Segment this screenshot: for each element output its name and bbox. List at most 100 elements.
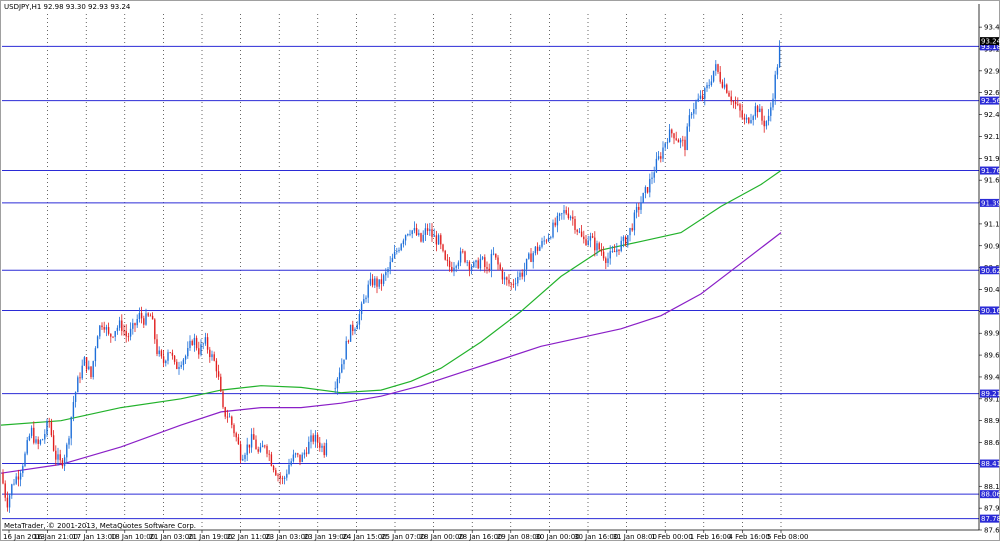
time-axis-label: 24 Jan 15:00: [342, 533, 386, 541]
candle-body: [602, 251, 605, 259]
candle-body: [347, 340, 350, 342]
candle-body: [466, 261, 468, 263]
candle-body: [367, 284, 369, 298]
candle-body: [132, 323, 134, 329]
candle-body: [598, 243, 600, 250]
candle-body: [587, 240, 589, 245]
candle-body: [506, 277, 508, 280]
candle-body: [112, 336, 114, 338]
time-axis-label: 21 Jan 03:00: [149, 533, 193, 541]
horizontal-level-badge: [980, 306, 999, 315]
candle-body: [657, 156, 660, 159]
candle-body: [261, 445, 264, 448]
horizontal-level-label: 90.16: [981, 307, 1000, 315]
candle-body: [464, 251, 466, 263]
candle-body: [55, 450, 57, 460]
candle-body: [605, 258, 607, 264]
candle-body: [30, 427, 33, 436]
candle-body: [765, 121, 768, 127]
candle-body: [484, 257, 486, 268]
candle-body: [457, 262, 460, 267]
candle-body: [103, 327, 105, 330]
candle-body: [77, 377, 79, 393]
time-axis-label: 18 Jan 10:00: [111, 533, 155, 541]
moving-average-fast-line: [1, 170, 782, 426]
candle-body: [66, 444, 68, 458]
candle-body: [209, 349, 211, 358]
candle-body: [246, 444, 248, 455]
candle-body: [264, 445, 266, 447]
candle-body: [382, 275, 385, 284]
candle-body: [440, 235, 442, 245]
candle-body: [501, 269, 504, 280]
candle-body: [565, 210, 567, 214]
time-axis-label: 28 Jan 00:00: [420, 533, 464, 541]
candle-body: [486, 267, 488, 269]
candle-body: [607, 258, 609, 264]
candle-body: [675, 138, 677, 140]
horizontal-level-label: 91.76: [981, 167, 1000, 175]
candle-body: [356, 324, 358, 330]
candle-body: [752, 116, 754, 121]
candle-body: [468, 261, 471, 270]
candle-body: [123, 330, 125, 332]
candle-body: [169, 352, 171, 354]
candle-body: [37, 439, 39, 444]
candle-body: [352, 324, 354, 332]
candle-body: [556, 215, 559, 226]
price-axis-label: 90.90: [984, 242, 1000, 250]
candle-body: [495, 253, 497, 258]
candle-body: [323, 445, 325, 456]
candle-body: [761, 108, 763, 121]
candle-body: [418, 233, 420, 235]
candle-body: [310, 435, 312, 442]
candle-body: [437, 235, 440, 245]
candle-body: [519, 272, 521, 277]
candle-body: [345, 340, 347, 360]
candle-body: [583, 236, 585, 240]
candle-body: [409, 233, 411, 235]
candle-body: [712, 70, 715, 82]
candle-body: [624, 236, 627, 246]
price-axis-label: 92.90: [984, 67, 1000, 75]
candle-body: [640, 202, 642, 210]
candle-body: [413, 228, 416, 231]
candle-body: [554, 222, 556, 226]
candle-body: [521, 272, 523, 277]
candle-body: [358, 314, 361, 325]
candle-body: [380, 279, 383, 284]
candle-body: [233, 424, 235, 434]
current-price-label: 93.24: [981, 38, 1000, 46]
candle-body: [402, 240, 405, 245]
candle-body: [407, 233, 409, 236]
candle-body: [455, 266, 457, 268]
horizontal-level-label: 89.21: [981, 390, 1000, 398]
candle-body: [699, 95, 702, 99]
candle-body: [279, 475, 281, 479]
candle-body: [609, 251, 611, 259]
candle-body: [398, 250, 400, 251]
candle-body: [290, 461, 292, 465]
candle-body: [523, 269, 526, 277]
time-axis-label: 21 Jan 19:00: [188, 533, 232, 541]
candle-body: [717, 64, 719, 72]
price-axis-label: 89.65: [984, 352, 1000, 360]
candle-body: [569, 216, 572, 219]
candle-body: [99, 325, 101, 337]
candle-body: [429, 229, 431, 231]
candle-body: [248, 444, 251, 448]
candle-body: [121, 320, 123, 331]
candle-body: [633, 212, 636, 231]
candle-body: [50, 421, 53, 436]
time-axis-label: 31 Jan 08:00: [613, 533, 657, 541]
candle-body: [748, 117, 750, 123]
time-axis-label: 22 Jan 11:00: [227, 533, 271, 541]
candle-body: [512, 284, 515, 285]
candle-body: [85, 357, 88, 370]
candle-body: [371, 278, 374, 286]
time-axis-label: 5 Feb 08:00: [767, 533, 808, 541]
candle-body: [349, 324, 352, 342]
candle-body: [400, 244, 402, 251]
